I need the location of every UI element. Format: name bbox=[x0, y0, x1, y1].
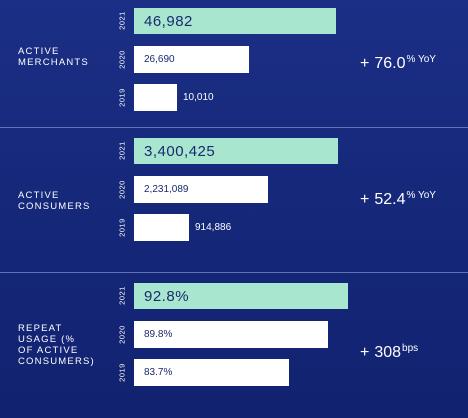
year-label: 2021 bbox=[117, 286, 127, 305]
metric-title: ACTIVE CONSUMERS bbox=[18, 190, 91, 212]
metric-title: REPEAT USAGE (% OF ACTIVE CONSUMERS) bbox=[18, 323, 95, 367]
bar-2021 bbox=[134, 8, 336, 34]
bar-value-label: 83.7% bbox=[144, 367, 173, 378]
bar-value-label: 92.8% bbox=[144, 288, 190, 305]
change-prefix: + bbox=[360, 191, 370, 208]
year-label: 2020 bbox=[117, 324, 127, 344]
bar-value-label: 3,400,425 bbox=[144, 143, 216, 160]
year-label: 2019 bbox=[117, 87, 127, 107]
bar-2020 bbox=[134, 176, 268, 203]
year-label: 2020 bbox=[117, 49, 127, 69]
bar-2019 bbox=[134, 214, 189, 241]
bar-value-label: 914,886 bbox=[195, 222, 232, 233]
change-value: 308 bbox=[374, 344, 402, 361]
change-annotation: +76.0% YoY bbox=[360, 54, 436, 73]
bar-2020 bbox=[134, 321, 328, 348]
bar-2019 bbox=[134, 359, 289, 386]
bar-value-label: 26,690 bbox=[144, 54, 175, 65]
change-prefix: + bbox=[360, 344, 370, 361]
change-prefix: + bbox=[360, 55, 370, 72]
year-label: 2021 bbox=[117, 11, 127, 30]
year-label: 2019 bbox=[117, 362, 127, 382]
bar-2021 bbox=[134, 138, 338, 164]
bar-2020 bbox=[134, 46, 249, 73]
panel-divider bbox=[0, 272, 468, 273]
change-unit: bps bbox=[402, 343, 419, 354]
bar-value-label: 2,231,089 bbox=[144, 184, 189, 195]
year-label: 2019 bbox=[117, 217, 127, 237]
panel-divider bbox=[0, 127, 468, 128]
bar-value-label: 46,982 bbox=[144, 13, 193, 30]
bar-2019 bbox=[134, 84, 177, 111]
change-annotation: +52.4% YoY bbox=[360, 190, 436, 209]
change-unit: % YoY bbox=[406, 190, 436, 201]
change-annotation: +308bps bbox=[360, 343, 418, 362]
change-value: 76.0 bbox=[374, 55, 406, 72]
year-label: 2020 bbox=[117, 179, 127, 199]
year-label: 2021 bbox=[117, 141, 127, 160]
bar-value-label: 89.8% bbox=[144, 329, 173, 340]
bar-2021 bbox=[134, 283, 348, 309]
change-value: 52.4 bbox=[374, 191, 406, 208]
change-unit: % YoY bbox=[406, 54, 436, 65]
bar-value-label: 10,010 bbox=[183, 92, 214, 103]
metric-title: ACTIVE MERCHANTS bbox=[18, 46, 89, 68]
